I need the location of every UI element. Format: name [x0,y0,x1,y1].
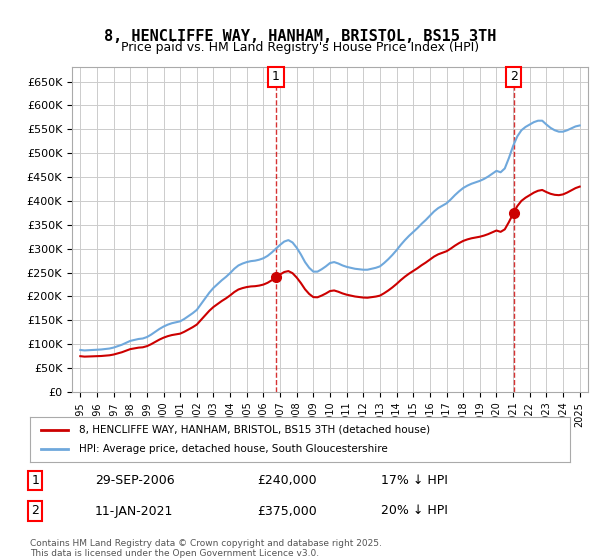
Text: 11-JAN-2021: 11-JAN-2021 [95,505,173,517]
Text: 1: 1 [272,70,280,83]
Text: £375,000: £375,000 [257,505,317,517]
Text: 29-SEP-2006: 29-SEP-2006 [95,474,175,487]
Text: Price paid vs. HM Land Registry's House Price Index (HPI): Price paid vs. HM Land Registry's House … [121,41,479,54]
Text: 2: 2 [509,70,518,83]
Text: Contains HM Land Registry data © Crown copyright and database right 2025.
This d: Contains HM Land Registry data © Crown c… [30,539,382,558]
Text: 2: 2 [31,505,40,517]
Text: 1: 1 [31,474,40,487]
Text: 8, HENCLIFFE WAY, HANHAM, BRISTOL, BS15 3TH: 8, HENCLIFFE WAY, HANHAM, BRISTOL, BS15 … [104,29,496,44]
Text: 8, HENCLIFFE WAY, HANHAM, BRISTOL, BS15 3TH (detached house): 8, HENCLIFFE WAY, HANHAM, BRISTOL, BS15 … [79,424,430,435]
Text: HPI: Average price, detached house, South Gloucestershire: HPI: Average price, detached house, Sout… [79,445,388,455]
Text: 17% ↓ HPI: 17% ↓ HPI [381,474,448,487]
Text: 20% ↓ HPI: 20% ↓ HPI [381,505,448,517]
Text: £240,000: £240,000 [257,474,316,487]
